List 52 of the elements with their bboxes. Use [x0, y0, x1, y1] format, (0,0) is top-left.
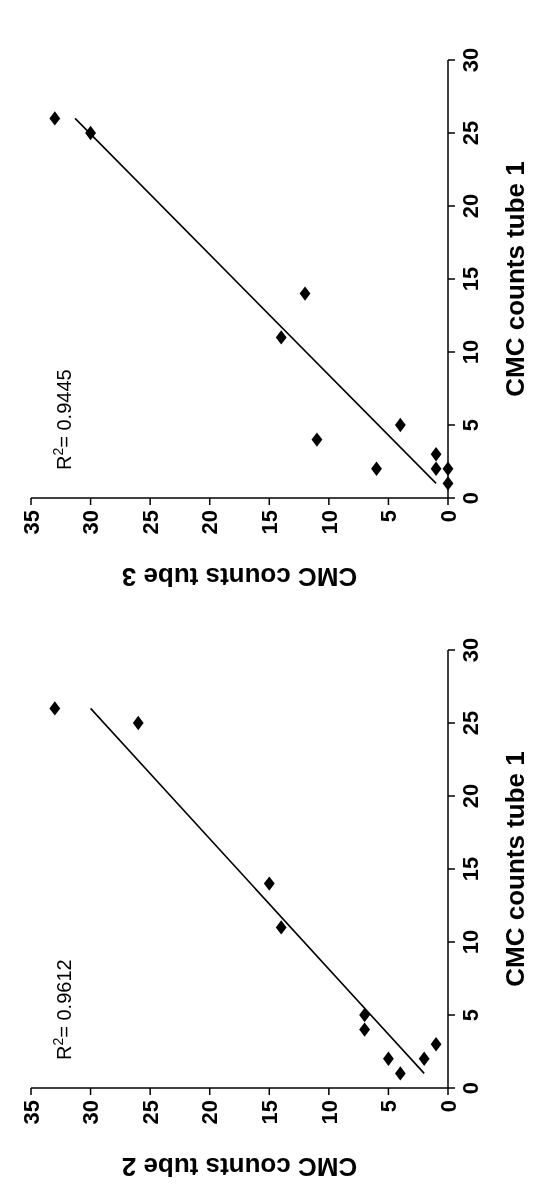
- point: [394, 1066, 406, 1081]
- point: [299, 286, 311, 301]
- y-tick-label: 0: [458, 491, 483, 505]
- point: [49, 111, 61, 126]
- y-tick-label: 25: [458, 710, 483, 736]
- y-tick-label: 5: [458, 1008, 483, 1022]
- point: [442, 476, 454, 491]
- y-tick-label: 25: [458, 120, 483, 146]
- x-tick-label: 25: [137, 1100, 163, 1125]
- x-axis-title: CMC counts tube 2: [121, 1152, 358, 1182]
- y-tick-label: 15: [458, 266, 483, 292]
- x-tick-label: 35: [18, 510, 44, 535]
- x-tick-label: 0: [435, 510, 461, 523]
- y-axis-title: CMC counts tube 1: [500, 751, 530, 987]
- point: [359, 1007, 371, 1023]
- x-tick-label: 30: [78, 510, 104, 535]
- y-tick-label: 30: [458, 47, 483, 73]
- x-tick-label: 20: [197, 1100, 223, 1125]
- x-tick-label: 20: [197, 510, 223, 535]
- x-tick-label: 35: [18, 1100, 44, 1125]
- x-tick-label: 0: [435, 1100, 461, 1113]
- point: [132, 715, 144, 731]
- x-tick-label: 25: [137, 510, 163, 535]
- point: [394, 417, 406, 433]
- y-tick-label: 0: [458, 1081, 483, 1095]
- y-tick-label: 5: [458, 418, 483, 432]
- x-tick-label: 10: [316, 1100, 342, 1125]
- y-tick-label: 30: [458, 637, 483, 663]
- y-tick-label: 10: [458, 929, 483, 955]
- x-tick-label: 15: [256, 1100, 282, 1125]
- x-tick-label: 15: [256, 510, 282, 535]
- point: [311, 432, 323, 447]
- y-tick-label: 10: [458, 339, 483, 365]
- point: [430, 1036, 442, 1052]
- point: [359, 1022, 371, 1037]
- point: [442, 461, 454, 477]
- y-tick-label: 15: [458, 856, 483, 882]
- y-axis-title: CMC counts tube 1: [500, 161, 530, 397]
- point: [263, 876, 275, 891]
- point: [49, 701, 61, 716]
- point: [430, 461, 442, 477]
- x-axis-title: CMC counts tube 3: [121, 562, 358, 592]
- point: [430, 446, 442, 462]
- point: [275, 920, 287, 935]
- point: [418, 1051, 430, 1067]
- x-tick-label: 10: [316, 510, 342, 535]
- y-tick-label: 20: [458, 783, 483, 809]
- x-tick-label: 5: [376, 1100, 402, 1113]
- y-tick-label: 20: [458, 193, 483, 219]
- point: [275, 330, 287, 345]
- x-tick-label: 30: [78, 1100, 104, 1125]
- x-tick-label: 5: [376, 510, 402, 523]
